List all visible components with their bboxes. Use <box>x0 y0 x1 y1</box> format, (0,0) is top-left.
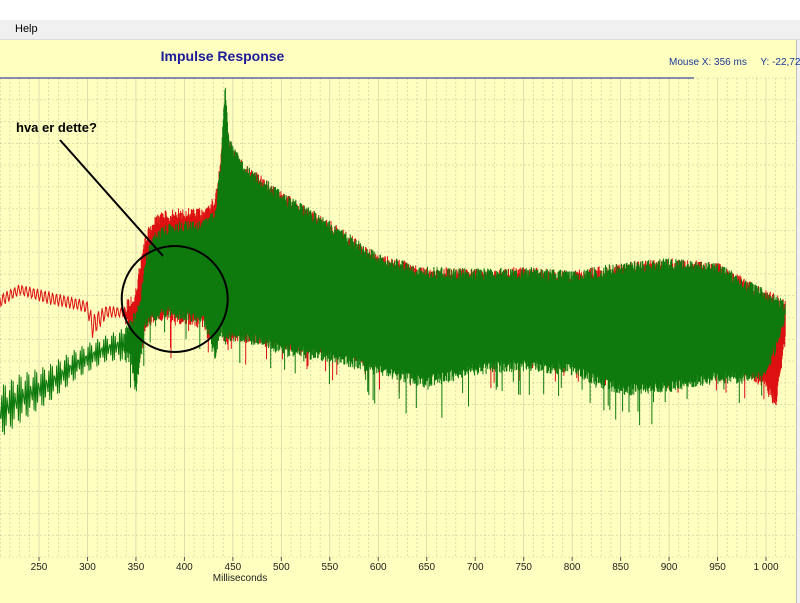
series-layer <box>0 87 786 435</box>
annotation-circle <box>120 245 229 353</box>
annotation-arrow-line <box>59 139 164 257</box>
annotation-text: hva er dette? <box>16 120 97 135</box>
x-tick-label: 500 <box>273 562 290 573</box>
menu-bar: Help <box>0 20 800 40</box>
x-tick-label: 750 <box>515 562 532 573</box>
series-green-lead <box>0 329 127 435</box>
window-top-strip <box>0 0 800 20</box>
x-tick-label: 900 <box>661 562 678 573</box>
x-tick-label: 350 <box>128 562 145 573</box>
mouse-readout: Mouse X: 356 ms Y: -22,720 <box>669 57 800 68</box>
x-tick-label: 550 <box>321 562 338 573</box>
x-tick-label: 1 000 <box>753 562 778 573</box>
mouse-x-value: 356 ms <box>714 57 747 68</box>
annotation-layer: hva er dette? <box>16 120 229 353</box>
x-tick-label: 850 <box>612 562 629 573</box>
x-tick-label: 600 <box>370 562 387 573</box>
x-tick-label: 300 <box>79 562 96 573</box>
series-red-lead <box>0 284 127 338</box>
x-axis: Milliseconds 250 300 350 400 450 500 550 600 650… <box>31 557 779 584</box>
mouse-y-value: -22,720 <box>772 57 800 68</box>
series-green-body <box>124 87 786 426</box>
panel-right-edge <box>796 40 800 603</box>
x-tick-label: 400 <box>176 562 193 573</box>
x-tick-label: 250 <box>31 562 48 573</box>
x-tick-label: 950 <box>709 562 726 573</box>
x-tick-label: 450 <box>225 562 242 573</box>
x-tick-label: 650 <box>418 562 435 573</box>
chart-title: Impulse Response <box>160 48 285 64</box>
mouse-x-label: Mouse X: <box>669 57 712 68</box>
series-green <box>0 87 786 435</box>
menu-item-help[interactable]: Help <box>15 23 38 35</box>
mouse-y-label: Y: <box>760 57 770 68</box>
x-tick-label: 700 <box>467 562 484 573</box>
x-tick-label: 800 <box>564 562 581 573</box>
x-axis-label: Milliseconds <box>213 573 267 584</box>
